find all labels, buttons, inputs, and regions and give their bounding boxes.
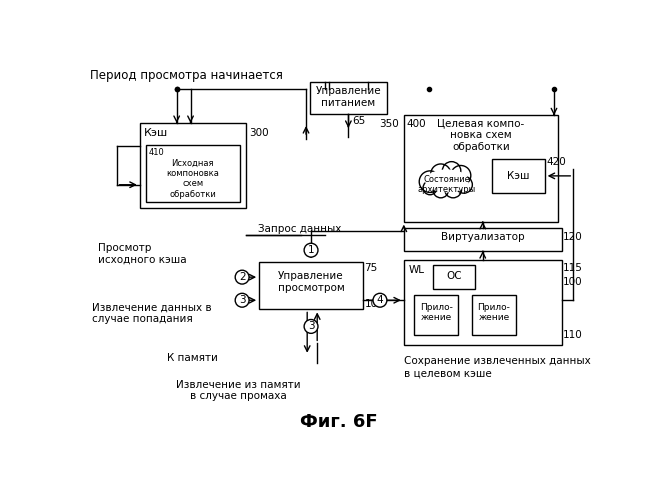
Circle shape <box>235 294 249 307</box>
Bar <box>414 295 459 335</box>
Bar <box>471 295 516 335</box>
Text: Целевая компо-
новка схем
обработки: Целевая компо- новка схем обработки <box>437 118 524 152</box>
Text: Управление
просмотром: Управление просмотром <box>278 271 344 292</box>
Text: Прило-
жение: Прило- жение <box>420 302 453 322</box>
Text: 300: 300 <box>249 128 268 138</box>
Bar <box>492 158 545 193</box>
Circle shape <box>304 244 318 257</box>
Text: Сохранение извлеченных данных
в целевом кэше: Сохранение извлеченных данных в целевом … <box>404 356 590 378</box>
Text: 3: 3 <box>308 322 315 332</box>
Text: Извлечение из памяти
в случае промаха: Извлечение из памяти в случае промаха <box>176 380 301 401</box>
Text: 100: 100 <box>563 277 583 287</box>
Bar <box>433 265 475 289</box>
Text: Управление
питанием: Управление питанием <box>315 86 381 108</box>
Text: Кэш: Кэш <box>507 172 530 181</box>
Text: Период просмотра начинается: Период просмотра начинается <box>91 69 284 82</box>
Text: WL: WL <box>408 265 424 275</box>
Text: Виртуализатор: Виртуализатор <box>441 232 525 242</box>
Text: 2: 2 <box>239 272 245 282</box>
Text: 115: 115 <box>563 264 583 274</box>
Bar <box>310 82 387 114</box>
Bar <box>404 116 558 222</box>
Text: Исходная
компоновка
схем
обработки: Исходная компоновка схем обработки <box>167 158 219 199</box>
Circle shape <box>304 320 318 334</box>
Bar <box>404 228 562 251</box>
Text: 120: 120 <box>563 232 583 242</box>
Text: 65: 65 <box>352 116 366 126</box>
Text: Кэш: Кэш <box>144 128 169 138</box>
Circle shape <box>373 294 387 307</box>
Text: 4: 4 <box>377 295 383 305</box>
Text: Состояние
архитектуры: Состояние архитектуры <box>418 174 476 194</box>
Bar <box>259 262 363 310</box>
Ellipse shape <box>423 166 471 196</box>
Circle shape <box>235 270 249 284</box>
Ellipse shape <box>426 170 468 192</box>
Text: 75: 75 <box>365 264 378 274</box>
Text: 1: 1 <box>308 245 315 255</box>
Text: 350: 350 <box>379 118 399 128</box>
Text: 400: 400 <box>407 118 426 128</box>
Text: Фиг. 6F: Фиг. 6F <box>299 412 377 430</box>
Text: Извлечение данных в
случае попадания: Извлечение данных в случае попадания <box>92 302 212 324</box>
Text: К памяти: К памяти <box>167 352 217 362</box>
Bar <box>404 260 562 345</box>
Text: Запрос данных: Запрос данных <box>258 224 341 234</box>
Text: ОС: ОС <box>446 271 462 281</box>
Text: 105: 105 <box>365 298 384 308</box>
Text: 110: 110 <box>563 330 583 340</box>
Bar <box>146 144 240 202</box>
Text: 420: 420 <box>546 157 566 167</box>
Text: Прило-
жение: Прило- жение <box>477 302 510 322</box>
Text: Просмотр
исходного кэша: Просмотр исходного кэша <box>98 244 187 265</box>
Bar <box>139 123 246 208</box>
Text: 410: 410 <box>149 148 165 157</box>
Text: 3: 3 <box>239 295 245 305</box>
